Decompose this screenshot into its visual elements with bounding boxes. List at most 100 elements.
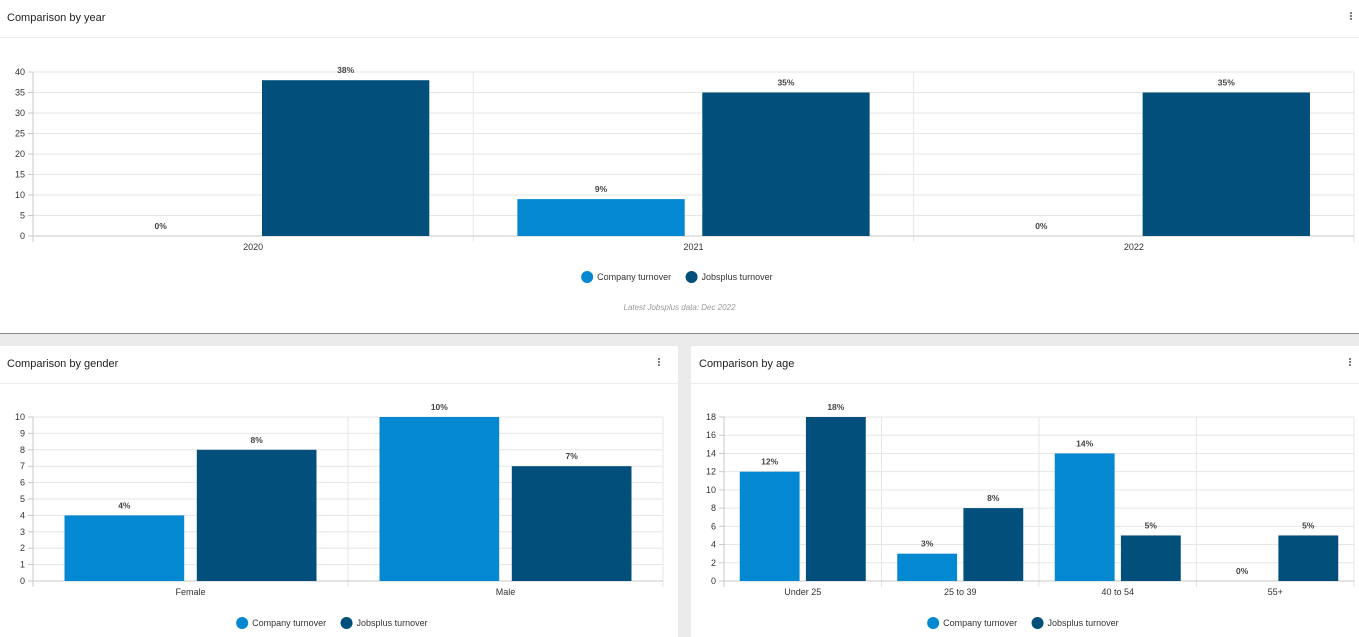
bar-data-label: 8% bbox=[251, 435, 264, 445]
bar-jobsplus-female[interactable] bbox=[196, 449, 317, 581]
year-chart: 0 5 10 15 20 25 30 35 40 0% 38% 2020 9% 35% 2021 0% 35% 2… bbox=[15, 65, 1355, 283]
bar-jobsplus-under-25[interactable] bbox=[805, 417, 866, 581]
x-tick-label: 2021 bbox=[683, 242, 703, 252]
x-tick-label: 55+ bbox=[1268, 587, 1283, 597]
age-panel: Comparison by age 0 2 4 6 8 10 12 14 16 18 12% 18% U… bbox=[691, 346, 1359, 637]
x-tick-label: Under 25 bbox=[784, 587, 821, 597]
bar-jobsplus-40-to-54[interactable] bbox=[1120, 535, 1181, 581]
gender-chart: 0 1 2 3 4 5 6 7 8 9 10 4% 8% Female 10% 7% Male Company t… bbox=[15, 402, 664, 629]
bar-data-label: 12% bbox=[761, 457, 778, 467]
y-tick-label: 30 bbox=[15, 108, 25, 118]
x-tick-label: 40 to 54 bbox=[1101, 587, 1134, 597]
legend-company-swatch bbox=[236, 617, 249, 629]
bar-data-label: 8% bbox=[987, 493, 1000, 503]
y-tick-label: 20 bbox=[15, 149, 25, 159]
year-kebab-menu-icon[interactable] bbox=[1347, 11, 1355, 25]
bar-data-label: 35% bbox=[777, 78, 794, 88]
legend-jobsplus-label: Jobsplus turnover bbox=[702, 272, 773, 282]
legend-jobsplus[interactable]: Jobsplus turnover bbox=[1031, 617, 1119, 629]
x-tick-label: 2020 bbox=[243, 242, 263, 252]
x-tick-label: 2022 bbox=[1124, 242, 1144, 252]
y-tick-label: 10 bbox=[706, 485, 716, 495]
bar-data-label: 18% bbox=[827, 402, 844, 412]
bar-data-label: 7% bbox=[566, 451, 579, 461]
age-chart: 0 2 4 6 8 10 12 14 16 18 12% 18% Under 25 3% 8% 25 to 3… bbox=[706, 402, 1355, 629]
year-panel-header: Comparison by year bbox=[0, 0, 1359, 38]
y-tick-label: 0 bbox=[20, 231, 25, 241]
legend-company[interactable]: Company turnover bbox=[927, 617, 1017, 629]
bar-data-label: 38% bbox=[337, 65, 354, 75]
legend-jobsplus-swatch bbox=[340, 617, 353, 629]
y-tick-label: 18 bbox=[706, 412, 716, 422]
legend-jobsplus-swatch bbox=[685, 271, 698, 283]
y-tick-label: 6 bbox=[711, 521, 716, 531]
bar-data-label: 0% bbox=[1035, 221, 1048, 231]
y-tick-label: 6 bbox=[20, 478, 25, 488]
bar-data-label: 4% bbox=[118, 500, 131, 510]
bar-jobsplus-55+[interactable] bbox=[1278, 535, 1339, 581]
y-tick-label: 12 bbox=[706, 467, 716, 477]
legend-company-label: Company turnover bbox=[252, 618, 326, 628]
bar-company-female[interactable] bbox=[64, 515, 185, 581]
legend-company-label: Company turnover bbox=[943, 618, 1017, 628]
y-tick-label: 15 bbox=[15, 170, 25, 180]
y-tick-label: 5 bbox=[20, 211, 25, 221]
section-divider bbox=[0, 333, 1359, 334]
legend-company[interactable]: Company turnover bbox=[581, 271, 671, 283]
bar-data-label: 10% bbox=[431, 402, 448, 412]
legend-company-swatch bbox=[581, 271, 594, 283]
y-tick-label: 1 bbox=[20, 560, 25, 570]
bar-data-label: 14% bbox=[1076, 438, 1093, 448]
bar-company-2021[interactable] bbox=[517, 199, 685, 236]
y-tick-label: 0 bbox=[20, 576, 25, 586]
bar-jobsplus-2021[interactable] bbox=[702, 92, 870, 237]
legend-company-label: Company turnover bbox=[597, 272, 671, 282]
y-tick-label: 14 bbox=[706, 448, 716, 458]
bar-jobsplus-25-to-39[interactable] bbox=[963, 508, 1024, 581]
x-tick-label: Female bbox=[175, 587, 205, 597]
y-tick-label: 25 bbox=[15, 129, 25, 139]
y-tick-label: 3 bbox=[20, 527, 25, 537]
bar-data-label: 0% bbox=[1236, 566, 1249, 576]
bar-company-40-to-54[interactable] bbox=[1054, 453, 1115, 581]
legend-jobsplus-label: Jobsplus turnover bbox=[1048, 618, 1119, 628]
gender-panel-header: Comparison by gender bbox=[0, 346, 678, 384]
age-panel-header: Comparison by age bbox=[691, 346, 1359, 384]
y-tick-label: 0 bbox=[711, 576, 716, 586]
bar-data-label: 35% bbox=[1218, 78, 1235, 88]
y-tick-label: 4 bbox=[711, 540, 716, 550]
legend-company[interactable]: Company turnover bbox=[236, 617, 326, 629]
gender-panel-title: Comparison by gender bbox=[7, 358, 119, 370]
bar-data-label: 5% bbox=[1145, 520, 1158, 530]
year-panel-title: Comparison by year bbox=[7, 12, 106, 24]
bar-company-male[interactable] bbox=[379, 417, 500, 581]
y-tick-label: 7 bbox=[20, 461, 25, 471]
x-tick-label: Male bbox=[496, 587, 516, 597]
y-tick-label: 40 bbox=[15, 67, 25, 77]
bar-jobsplus-male[interactable] bbox=[511, 466, 632, 581]
year-panel: Comparison by year 0 5 10 15 20 25 30 35 40 0% 38%… bbox=[0, 0, 1359, 333]
age-panel-title: Comparison by age bbox=[699, 358, 795, 370]
bar-company-under-25[interactable] bbox=[739, 471, 800, 581]
y-tick-label: 35 bbox=[15, 88, 25, 98]
y-tick-label: 2 bbox=[20, 543, 25, 553]
legend-jobsplus[interactable]: Jobsplus turnover bbox=[340, 617, 428, 629]
bar-company-25-to-39[interactable] bbox=[897, 553, 958, 581]
legend-jobsplus[interactable]: Jobsplus turnover bbox=[685, 271, 773, 283]
y-tick-label: 16 bbox=[706, 430, 716, 440]
gender-panel: Comparison by gender 0 1 2 3 4 5 6 7 8 9 10 4% 8% Fem… bbox=[0, 346, 678, 637]
bar-jobsplus-2022[interactable] bbox=[1142, 92, 1310, 237]
y-tick-label: 4 bbox=[20, 510, 25, 520]
x-tick-label: 25 to 39 bbox=[944, 587, 977, 597]
y-tick-label: 5 bbox=[20, 494, 25, 504]
gender-kebab-menu-icon[interactable] bbox=[655, 357, 663, 371]
bar-data-label: 3% bbox=[921, 539, 934, 549]
bar-data-label: 0% bbox=[155, 221, 168, 231]
y-tick-label: 2 bbox=[711, 558, 716, 568]
bar-data-label: 9% bbox=[595, 184, 608, 194]
legend-company-swatch bbox=[927, 617, 940, 629]
y-tick-label: 8 bbox=[711, 503, 716, 513]
legend-jobsplus-swatch bbox=[1031, 617, 1044, 629]
bar-jobsplus-2020[interactable] bbox=[261, 80, 430, 236]
age-kebab-menu-icon[interactable] bbox=[1346, 357, 1354, 371]
